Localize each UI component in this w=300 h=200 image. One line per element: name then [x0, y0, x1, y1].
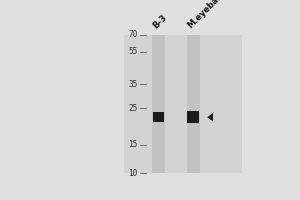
Text: 25: 25 — [128, 104, 137, 113]
Bar — [153, 112, 164, 122]
Text: 55: 55 — [128, 47, 137, 56]
Bar — [187, 35, 200, 173]
Polygon shape — [207, 113, 213, 122]
Text: M.eyeball: M.eyeball — [186, 0, 225, 30]
Text: 15: 15 — [128, 140, 137, 149]
Text: 10: 10 — [128, 169, 137, 178]
Bar — [124, 35, 242, 173]
Text: 70: 70 — [128, 30, 137, 39]
Text: 35: 35 — [128, 80, 137, 89]
Bar — [152, 35, 165, 173]
Text: B-3: B-3 — [151, 13, 168, 30]
Bar — [188, 111, 199, 123]
